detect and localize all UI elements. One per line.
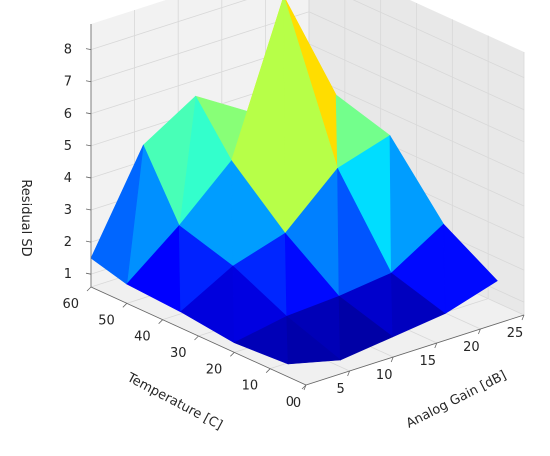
- surface-facet: [443, 223, 498, 314]
- grid-line: [308, 43, 525, 143]
- x-tick-label: 0: [293, 396, 301, 411]
- surface: [90, 0, 498, 365]
- x-tick-label: 20: [463, 340, 480, 355]
- surface-facet: [338, 295, 394, 361]
- y-tick-mark: [301, 384, 307, 390]
- z-tick-label: 3: [64, 203, 72, 218]
- grid-line: [308, 75, 525, 175]
- y-tick-mark: [230, 352, 235, 357]
- x-tick-mark: [434, 342, 438, 349]
- y-tick-mark: [194, 335, 199, 341]
- grid-line: [352, 0, 525, 79]
- y-tick-label: 40: [134, 330, 151, 345]
- x-axis-label: Analog Gain [dB]: [404, 368, 509, 431]
- x-tick-mark: [478, 328, 481, 335]
- y-tick-label: 10: [242, 379, 259, 394]
- x-tick-label: 5: [336, 382, 344, 397]
- z-tick-mark: [85, 208, 92, 211]
- grid-line: [308, 11, 525, 111]
- x-tick-mark: [347, 370, 350, 377]
- z-tick-label: 1: [64, 267, 72, 282]
- z-tick-mark: [85, 112, 92, 115]
- y-tick-mark: [86, 286, 92, 292]
- z-tick-label: 8: [64, 43, 72, 58]
- x-axis-line: [305, 314, 525, 386]
- x-tick-mark: [521, 314, 525, 321]
- y-axis-label: Temperature [C]: [124, 370, 225, 433]
- z-tick-mark: [85, 80, 92, 83]
- grid-line: [90, 11, 310, 83]
- y-tick-label: 20: [206, 362, 223, 377]
- z-tick-mark: [85, 176, 92, 179]
- x-tick-label: 15: [420, 354, 437, 369]
- x-tick-label: 10: [376, 368, 393, 383]
- x-tick-mark: [390, 356, 394, 363]
- y-tick-label: 30: [170, 346, 187, 361]
- y-tick-mark: [158, 319, 163, 324]
- surface-facet: [390, 272, 446, 338]
- tick-labels: 0 5 10 15 20 25 0 10 20 30 40 50 60 1 2 3 4 5 6 7 8: [62, 43, 523, 411]
- z-axis-label: Residual SD: [18, 179, 33, 256]
- y-tick-mark: [265, 368, 271, 373]
- z-tick-label: 4: [64, 171, 72, 186]
- surface-facet: [90, 144, 144, 285]
- z-tick-mark: [85, 240, 92, 243]
- z-tick-mark: [85, 272, 92, 275]
- x-tick-label: 25: [507, 326, 524, 341]
- grid-line: [90, 0, 247, 51]
- y-tick-label: 50: [98, 313, 115, 328]
- y-tick-label: 0: [286, 395, 294, 410]
- y-tick-label: 60: [62, 297, 79, 312]
- y-tick-mark: [122, 303, 128, 308]
- z-tick-label: 2: [64, 235, 72, 250]
- z-tick-label: 7: [64, 75, 72, 90]
- axes: [85, 24, 525, 391]
- z-tick-label: 5: [64, 139, 72, 154]
- z-tick-mark: [85, 144, 92, 147]
- z-tick-label: 6: [64, 107, 72, 122]
- surface-facet: [286, 315, 341, 365]
- z-tick-mark: [85, 48, 92, 51]
